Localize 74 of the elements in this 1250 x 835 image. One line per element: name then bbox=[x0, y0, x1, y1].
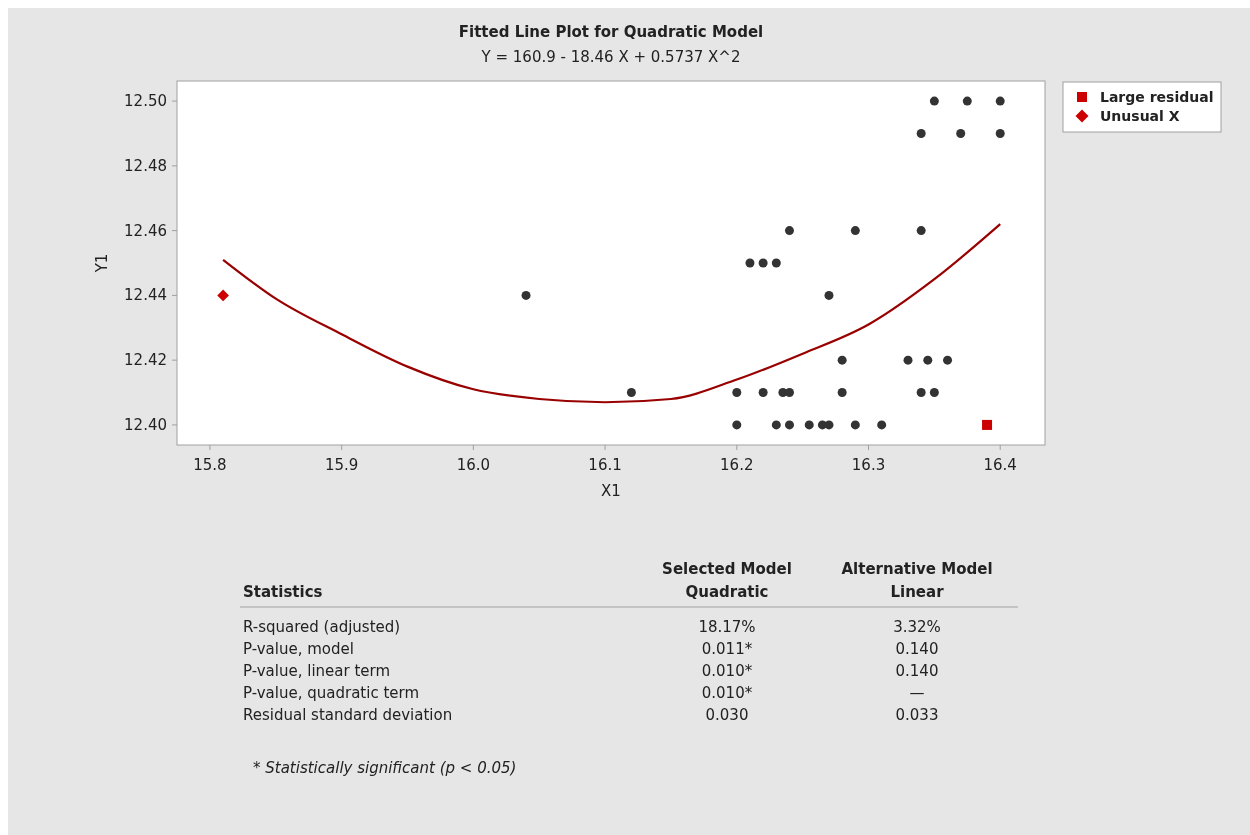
point bbox=[929, 388, 939, 398]
line-series bbox=[222, 223, 1002, 404]
text: Selected Model bbox=[662, 560, 792, 578]
point bbox=[956, 128, 966, 138]
point bbox=[837, 355, 847, 365]
point bbox=[903, 355, 913, 365]
point bbox=[745, 258, 755, 268]
text: 0.033 bbox=[895, 706, 939, 724]
point bbox=[732, 388, 742, 398]
text: P-value, model bbox=[243, 640, 354, 658]
point bbox=[995, 96, 1005, 106]
point bbox=[943, 355, 953, 365]
point bbox=[982, 419, 993, 430]
text: 0.140 bbox=[895, 662, 939, 680]
point bbox=[626, 388, 636, 398]
text: 0.030 bbox=[705, 706, 749, 724]
text: — bbox=[909, 684, 925, 702]
legend-label: Large residual bbox=[1100, 89, 1214, 105]
chart-title: Fitted Line Plot for Quadratic Model bbox=[458, 23, 764, 41]
point bbox=[771, 420, 781, 430]
legend-label: Unusual X bbox=[1100, 108, 1180, 124]
y-tick-label: 12.50 bbox=[124, 92, 167, 111]
point bbox=[850, 226, 860, 236]
point bbox=[850, 420, 860, 430]
point bbox=[916, 226, 926, 236]
text: Statistics bbox=[243, 583, 323, 601]
point bbox=[837, 388, 847, 398]
point bbox=[923, 355, 933, 365]
point bbox=[962, 96, 972, 106]
x-tick-label: 16.1 bbox=[588, 456, 622, 474]
text: Linear bbox=[890, 583, 945, 601]
text: P-value, quadratic term bbox=[243, 684, 420, 702]
point bbox=[916, 128, 926, 138]
point bbox=[929, 96, 939, 106]
y-tick-label: 12.46 bbox=[124, 221, 167, 240]
y-tick-label: 12.40 bbox=[124, 415, 167, 434]
x-tick-label: 16.2 bbox=[720, 456, 754, 474]
y-tick-label: 12.44 bbox=[124, 286, 167, 305]
y-axis-title: Y1 bbox=[93, 253, 111, 274]
point bbox=[732, 420, 742, 430]
point bbox=[804, 420, 814, 430]
point bbox=[771, 258, 781, 268]
y-tick-label: 12.48 bbox=[124, 156, 167, 175]
point bbox=[758, 258, 768, 268]
x-tick-label: 16.4 bbox=[983, 456, 1017, 474]
point bbox=[217, 289, 229, 302]
text: 0.010* bbox=[701, 684, 753, 702]
text: 0.140 bbox=[895, 640, 939, 658]
text: Quadratic bbox=[685, 583, 769, 601]
x-tick-label: 15.9 bbox=[324, 456, 359, 474]
text: 18.17% bbox=[698, 618, 756, 636]
chart-subtitle: Y = 160.9 - 18.46 X + 0.5737 X^2 bbox=[480, 48, 741, 66]
y-tick-label: 12.42 bbox=[124, 351, 167, 370]
point bbox=[784, 226, 794, 236]
text: R-squared (adjusted) bbox=[243, 618, 401, 636]
text: 0.011* bbox=[701, 640, 753, 658]
text: Alternative Model bbox=[841, 560, 993, 578]
text: * Statistically significant (p < 0.05) bbox=[253, 759, 517, 777]
point bbox=[824, 420, 834, 430]
text: 3.32% bbox=[893, 618, 941, 636]
text: 0.010* bbox=[701, 662, 753, 680]
x-tick-label: 16.3 bbox=[851, 456, 886, 474]
x-tick-label: 15.8 bbox=[193, 456, 227, 474]
text: Residual standard deviation bbox=[243, 706, 453, 724]
point bbox=[824, 290, 834, 300]
point bbox=[916, 388, 926, 398]
text: P-value, linear term bbox=[243, 662, 391, 680]
point bbox=[758, 388, 768, 398]
point bbox=[995, 128, 1005, 138]
point bbox=[521, 290, 531, 300]
point bbox=[877, 420, 887, 430]
x-tick-label: 16.0 bbox=[456, 456, 491, 474]
point bbox=[784, 420, 794, 430]
x-axis-title: X1 bbox=[601, 482, 621, 500]
